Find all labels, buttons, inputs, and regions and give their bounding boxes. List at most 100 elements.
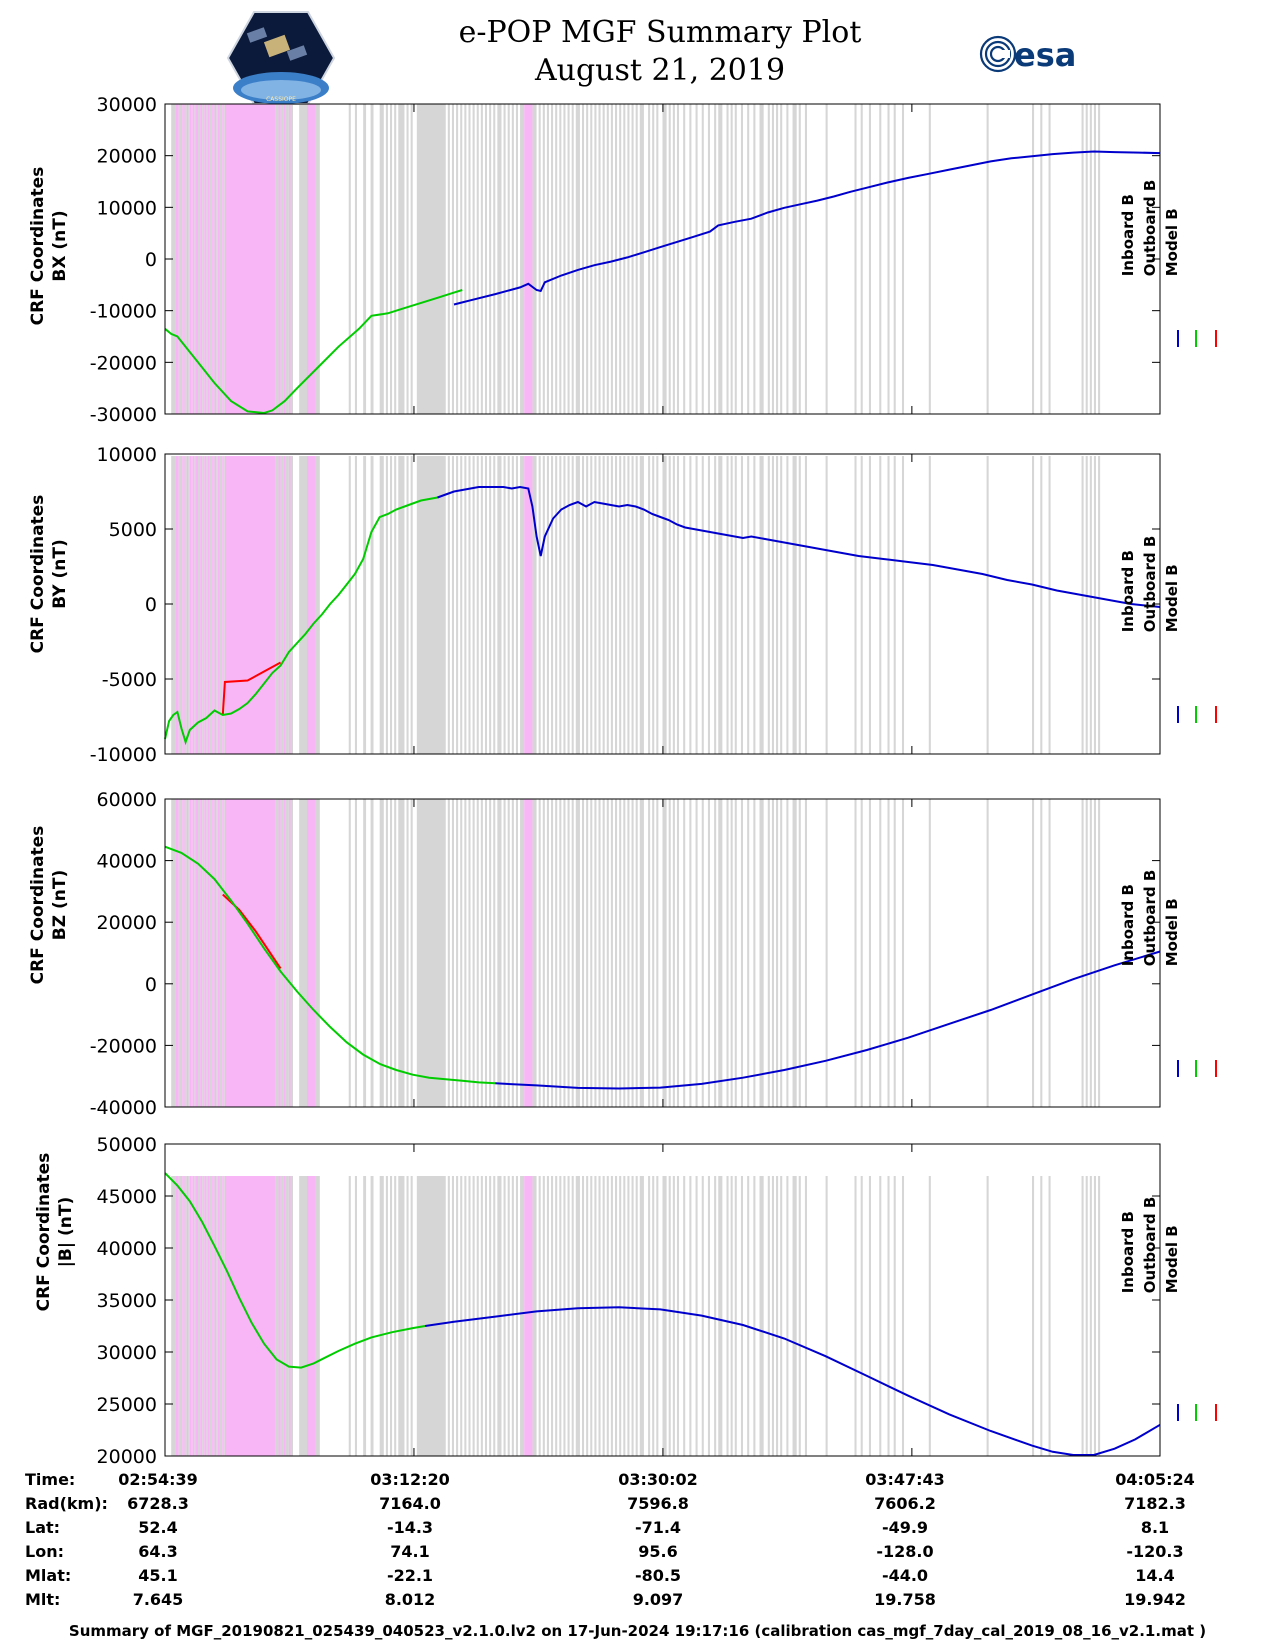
data-gap-band: [606, 104, 609, 414]
data-gap-band: [928, 799, 931, 1107]
data-gap-band: [780, 799, 783, 1107]
flag-band: [221, 799, 223, 1107]
data-gap-band: [887, 799, 890, 1107]
data-gap-band: [290, 799, 293, 1107]
flag-band: [181, 799, 183, 1107]
data-gap-band: [1040, 1176, 1043, 1456]
data-gap-band: [511, 104, 514, 414]
data-gap-band: [648, 104, 651, 414]
data-gap-band: [656, 1176, 659, 1456]
data-gap-band: [563, 104, 566, 414]
data-gap-band: [740, 1176, 744, 1456]
y-tick-label: 60000: [97, 789, 157, 811]
data-gap-band: [480, 799, 483, 1107]
data-gap-band: [451, 456, 455, 754]
data-gap-band: [206, 799, 208, 1107]
y-tick-label: -20000: [90, 352, 157, 374]
data-gap-band: [497, 799, 502, 1107]
data-gap-band: [497, 104, 502, 414]
data-gap-band: [868, 799, 871, 1107]
data-gap-band: [511, 1176, 514, 1456]
data-gap-band: [854, 104, 857, 414]
data-gap-band: [1093, 456, 1097, 754]
data-gap-band: [714, 456, 717, 754]
data-gap-band: [370, 1176, 374, 1456]
data-gap-band: [493, 456, 496, 754]
series-outboard-b: [164, 1172, 426, 1369]
data-gap-band: [456, 104, 459, 414]
data-gap-band: [290, 1176, 293, 1456]
y-tick-label: -10000: [90, 744, 157, 766]
data-gap-band: [887, 104, 890, 414]
esa-logo-text: esa: [1014, 36, 1076, 74]
data-gap-band: [747, 456, 750, 754]
data-gap-band: [776, 104, 779, 414]
data-gap-band: [551, 1176, 554, 1456]
data-gap-band: [410, 1176, 413, 1456]
data-gap-band: [447, 1176, 450, 1456]
data-gap-band: [416, 104, 446, 414]
flag-band: [189, 1176, 192, 1456]
data-gap-band: [747, 799, 750, 1107]
data-gap-band: [1093, 104, 1097, 414]
data-gap-band: [1089, 1176, 1092, 1456]
data-gap-band: [631, 456, 634, 754]
data-gap-band: [171, 1176, 176, 1456]
data-gap-band: [726, 1176, 729, 1456]
data-gap-band: [480, 1176, 483, 1456]
y-tick-label: 30000: [97, 1342, 157, 1364]
data-gap-band: [581, 104, 585, 414]
data-gap-band: [182, 104, 185, 414]
data-gap-band: [390, 104, 393, 414]
legend-model: Model B: [1163, 208, 1181, 277]
data-gap-band: [555, 799, 558, 1107]
data-gap-band: [1085, 1176, 1088, 1456]
data-gap-band: [1089, 456, 1092, 754]
data-gap-band: [464, 799, 467, 1107]
series-inboard-b: [495, 950, 1161, 1090]
data-gap-band: [672, 799, 675, 1107]
data-gap-band: [520, 1176, 525, 1456]
flag-band: [189, 799, 192, 1107]
data-gap-band: [538, 1176, 541, 1456]
data-gap-band: [615, 799, 618, 1107]
data-gap-band: [275, 456, 279, 754]
data-gap-band: [290, 104, 293, 414]
data-gap-band: [683, 456, 686, 754]
data-gap-band: [571, 456, 574, 754]
data-gap-band: [598, 799, 601, 1107]
data-gap-band: [354, 1176, 357, 1456]
data-gap-band: [586, 104, 589, 414]
data-gap-band: [804, 799, 808, 1107]
data-gap-band: [1040, 456, 1043, 754]
flag-band: [175, 456, 179, 754]
flag-band: [192, 1176, 195, 1456]
data-gap-band: [901, 104, 905, 414]
y-tick-label: 40000: [97, 1238, 157, 1260]
data-gap-band: [285, 104, 289, 414]
flag-band: [211, 104, 213, 414]
data-gap-band: [639, 456, 644, 754]
data-gap-band: [472, 456, 475, 754]
data-gap-band: [212, 104, 215, 414]
data-gap-band: [652, 1176, 655, 1456]
data-gap-band: [928, 1176, 931, 1456]
data-gap-band: [542, 456, 545, 754]
plot-title: e-POP MGF Summary Plot August 21, 2019: [380, 14, 940, 90]
legend-outboard: Outboard B: [1141, 1196, 1159, 1294]
data-gap-band: [394, 799, 397, 1107]
data-gap-band: [780, 456, 783, 754]
flag-band: [217, 1176, 220, 1456]
data-gap-band: [879, 456, 882, 754]
data-gap-band: [590, 104, 593, 414]
data-gap-band: [182, 1176, 185, 1456]
data-gap-band: [1089, 104, 1092, 414]
data-gap-band: [689, 1176, 692, 1456]
data-gap-band: [451, 1176, 455, 1456]
data-gap-band: [1093, 1176, 1097, 1456]
title-date: August 21, 2019: [534, 53, 786, 88]
data-gap-band: [656, 104, 659, 414]
data-gap-band: [379, 799, 384, 1107]
data-gap-band: [468, 1176, 471, 1456]
